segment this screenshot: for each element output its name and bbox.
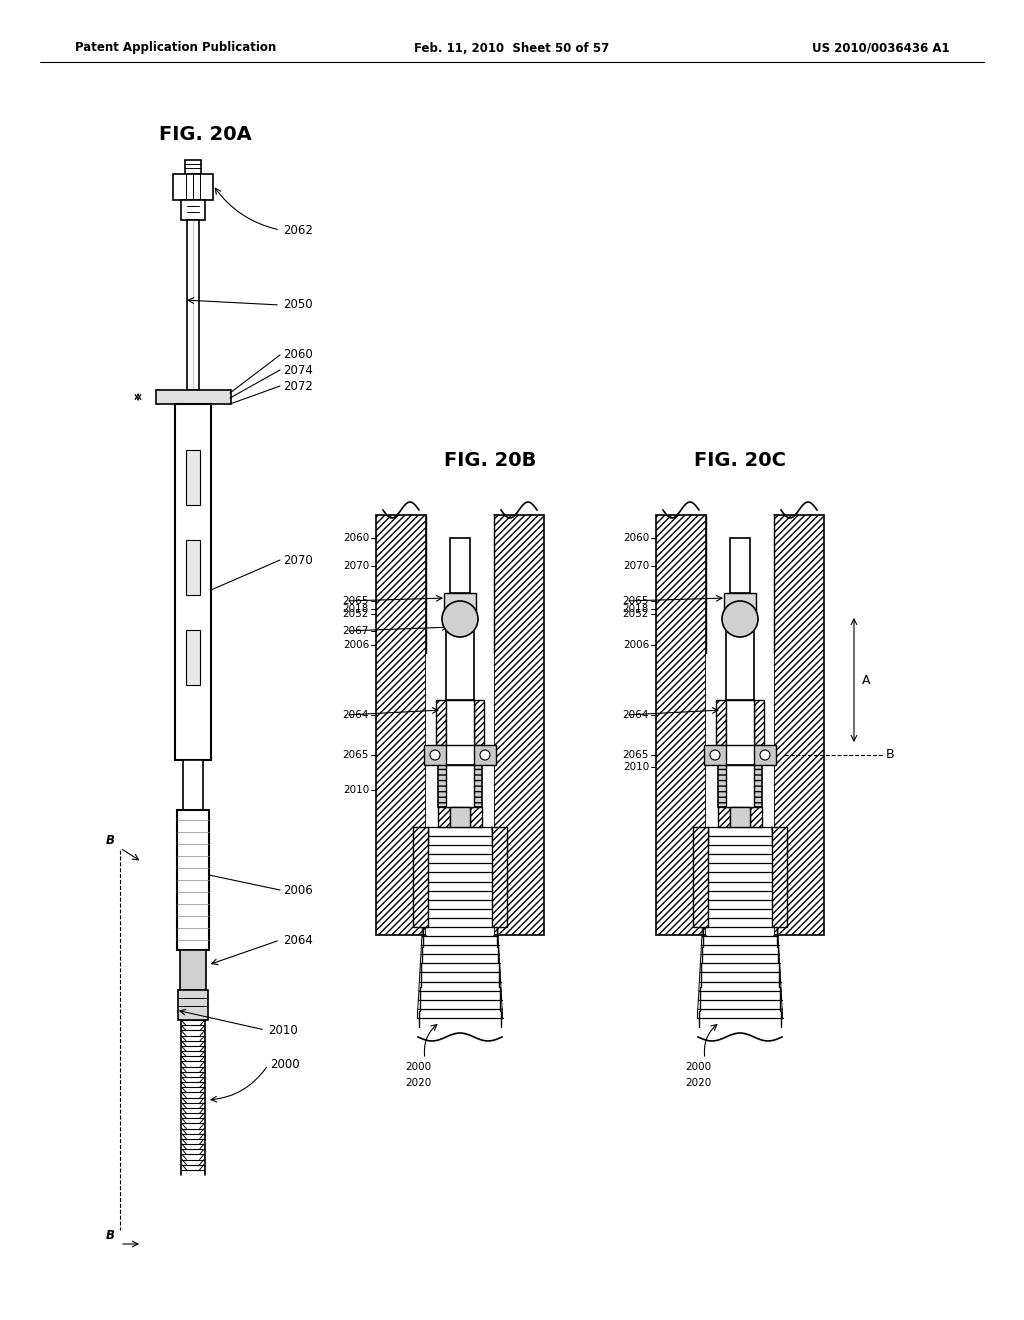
Circle shape [480,750,490,760]
Text: 2060: 2060 [623,533,649,543]
Text: 2065: 2065 [623,750,649,760]
Bar [450,539,470,593]
Bar [730,807,750,828]
Bar [446,615,474,700]
Text: A: A [862,673,870,686]
Bar [492,828,507,927]
Bar [426,515,494,935]
Text: 2000: 2000 [685,1063,711,1072]
Text: 2070: 2070 [343,561,369,572]
Bar [436,700,446,744]
Text: 2064: 2064 [623,710,649,719]
Text: 2064: 2064 [283,933,313,946]
Bar [187,220,199,389]
Bar [474,744,496,766]
Bar [177,810,209,950]
Circle shape [710,750,720,760]
Text: 2052: 2052 [623,609,649,619]
Circle shape [430,750,440,760]
Bar [185,160,201,174]
Bar [705,744,726,766]
Bar [494,515,544,935]
Bar [186,540,200,595]
Bar [186,630,200,685]
Bar [180,950,206,990]
Text: 2020: 2020 [685,1078,712,1088]
Text: Feb. 11, 2010  Sheet 50 of 57: Feb. 11, 2010 Sheet 50 of 57 [415,41,609,54]
Text: 2062: 2062 [283,223,313,236]
Bar [450,807,470,828]
Circle shape [442,601,478,638]
Bar [716,700,726,744]
Bar [413,828,428,927]
Bar [178,990,208,1020]
Bar [718,807,730,828]
Text: 2074: 2074 [283,363,313,376]
Bar [730,539,750,593]
Text: 2060: 2060 [283,348,312,362]
Circle shape [722,601,758,638]
Bar [774,515,824,935]
Text: 2052: 2052 [343,609,369,619]
Text: 2000: 2000 [406,1063,431,1072]
Text: 2018: 2018 [343,605,369,614]
Text: 2072: 2072 [283,380,313,392]
Text: 2020: 2020 [406,1078,431,1088]
Bar [438,807,450,828]
Text: 2065: 2065 [343,750,369,760]
Text: 2065: 2065 [623,597,649,606]
Bar [474,700,484,744]
Text: Patent Application Publication: Patent Application Publication [75,41,276,54]
Bar [726,615,754,700]
Text: 2000: 2000 [270,1059,300,1072]
Text: 2006: 2006 [283,883,312,896]
Text: FIG. 20A: FIG. 20A [159,125,251,144]
Bar [181,201,205,220]
Bar [750,807,762,828]
Text: B: B [106,1229,115,1242]
Text: US 2010/0036436 A1: US 2010/0036436 A1 [812,41,950,54]
Text: B: B [886,748,895,762]
Bar [724,593,756,615]
Bar [186,450,200,506]
Text: 2067: 2067 [343,626,369,636]
Bar [446,766,474,807]
Bar [424,744,446,766]
Bar [726,700,754,744]
Bar [376,515,426,935]
Circle shape [760,750,770,760]
Bar [446,700,474,744]
Bar [706,515,774,935]
Text: FIG. 20B: FIG. 20B [443,450,537,470]
Bar [726,766,754,807]
Bar [754,700,764,744]
Text: 2070: 2070 [283,553,312,566]
Text: 2064: 2064 [343,710,369,719]
Bar [754,744,776,766]
Bar [444,593,476,615]
Text: 2065: 2065 [343,597,369,606]
Bar [183,760,203,810]
Bar [718,766,762,807]
Bar [175,404,211,760]
Text: 2018: 2018 [623,605,649,614]
Text: B: B [106,833,115,846]
Bar [693,828,708,927]
Text: FIG. 20C: FIG. 20C [694,450,786,470]
Bar [656,515,706,935]
Bar [438,766,482,807]
Text: 2010: 2010 [268,1023,298,1036]
Bar [156,389,231,404]
Text: 2006: 2006 [623,640,649,649]
Bar [173,174,213,201]
Text: 2070: 2070 [623,561,649,572]
Text: 2006: 2006 [343,640,369,649]
Text: 2010: 2010 [343,785,369,795]
Text: 2010: 2010 [623,762,649,772]
Text: 2060: 2060 [343,533,369,543]
Text: 2050: 2050 [283,298,312,312]
Bar [772,828,787,927]
Bar [470,807,482,828]
